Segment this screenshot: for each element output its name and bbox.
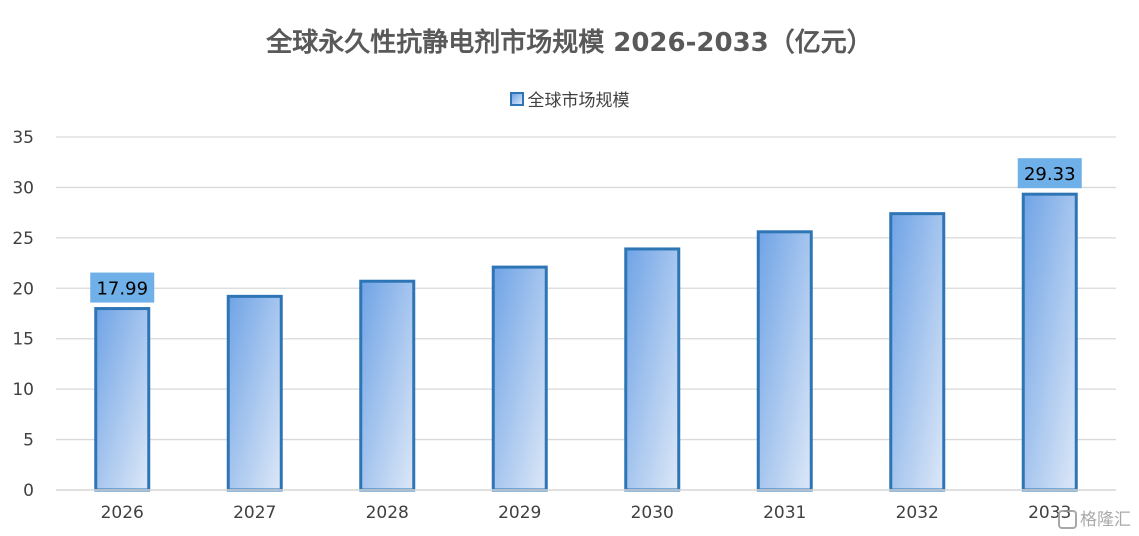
bars <box>94 192 1078 492</box>
y-tick-label: 0 <box>23 481 34 501</box>
bar-2026 <box>94 307 151 492</box>
x-tick-label: 2031 <box>763 503 806 523</box>
data-label-2026: 17.99 <box>90 272 155 303</box>
legend-label: 全球市场规模 <box>527 91 630 111</box>
data-label-box <box>90 272 155 303</box>
data-label-text: 29.33 <box>1024 164 1076 185</box>
x-tick-label: 2030 <box>631 503 674 523</box>
y-tick-label: 20 <box>12 279 34 299</box>
y-tick-label: 35 <box>12 128 34 148</box>
bar-2027 <box>226 294 283 492</box>
data-label-2033: 29.33 <box>1017 158 1082 189</box>
data-label-text: 17.99 <box>96 279 148 300</box>
bar-2032 <box>889 212 946 492</box>
legend: 全球市场规模 <box>0 86 1139 111</box>
watermark-text: 格隆汇 <box>1080 510 1131 530</box>
data-labels: 17.99 29.33 <box>90 158 1082 303</box>
y-tick-label: 25 <box>12 229 34 249</box>
y-tick-label: 15 <box>12 330 34 350</box>
gridlines <box>56 136 1116 491</box>
y-tick-label: 10 <box>12 380 34 400</box>
bar-2033 <box>1021 192 1078 492</box>
y-tick-label: 30 <box>12 178 34 198</box>
x-tick-label: 2033 <box>1028 503 1071 523</box>
y-tick-label: 5 <box>23 431 34 451</box>
bar-2031 <box>756 230 813 492</box>
x-axis: 2026 2027 2028 2029 2030 2031 2032 2033 <box>56 489 1116 523</box>
bar-2030 <box>624 247 681 492</box>
x-tick-label: 2026 <box>101 503 144 523</box>
x-tick-label: 2029 <box>498 503 541 523</box>
legend-swatch <box>509 92 524 106</box>
data-label-box <box>1017 158 1082 189</box>
y-axis: 0 5 10 15 20 25 30 35 <box>12 128 34 501</box>
bar-2028 <box>359 279 416 492</box>
bar-2029 <box>491 265 548 492</box>
x-tick-label: 2027 <box>233 503 276 523</box>
chart-title: 全球永久性抗静电剂市场规模 2026-2033（亿元） <box>266 28 873 58</box>
x-tick-label: 2028 <box>366 503 409 523</box>
watermark: 格隆汇 <box>1058 505 1131 530</box>
x-tick-label: 2032 <box>896 503 939 523</box>
gelonghui-logo-icon <box>1058 509 1077 529</box>
